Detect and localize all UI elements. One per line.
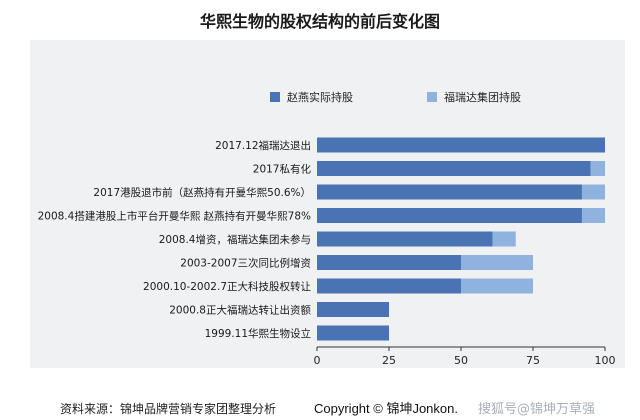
bar-s0-row5 <box>317 255 461 270</box>
bar-s0-row0 <box>317 137 605 153</box>
bar-s1-row6 <box>461 278 533 294</box>
bar-s0-row3 <box>317 208 582 223</box>
category-label-3: 2008.4搭建港股上市平台开曼华熙 赵燕持有开曼华熙78% <box>38 210 311 223</box>
category-label-8: 1999.11华熙生物设立 <box>205 327 311 340</box>
legend-swatch-1 <box>427 92 437 102</box>
category-label-5: 2003-2007三次同比例增资 <box>180 257 311 270</box>
bar-s1-row1 <box>590 161 605 176</box>
bar-s0-row8 <box>317 325 389 341</box>
category-label-4: 2008.4增资，福瑞达集团未参与 <box>159 233 311 246</box>
bar-s1-row4 <box>492 231 516 247</box>
bar-s0-row4 <box>317 231 493 247</box>
bar-s0-row2 <box>317 184 582 200</box>
bar-s1-row2 <box>581 184 605 200</box>
x-tick-label-3: 75 <box>526 354 540 367</box>
bar-s0-row1 <box>317 161 591 176</box>
chart-title: 华熙生物的股权结构的前后变化图 <box>199 12 440 31</box>
copyright-note: Copyright © 锦坤Jonkon. <box>314 401 458 416</box>
x-tick-label-0: 0 <box>314 354 321 367</box>
bar-s0-row6 <box>317 278 461 294</box>
bar-s0-row7 <box>317 302 389 317</box>
category-label-0: 2017.12福瑞达退出 <box>215 139 311 152</box>
x-tick-label-1: 25 <box>382 354 396 367</box>
source-note: 资料来源：锦坤品牌营销专家团整理分析 <box>60 402 277 416</box>
legend-label-1: 福瑞达集团持股 <box>444 90 521 104</box>
bar-s1-row3 <box>581 208 605 223</box>
chart-panel: 赵燕实际持股 福瑞达集团持股 2017.12福瑞达退出 2017私有化 2017港股退市… <box>30 40 625 368</box>
category-label-2: 2017港股退市前（赵燕持有开曼华熙50.6%） <box>93 186 311 199</box>
category-label-1: 2017私有化 <box>253 163 312 176</box>
x-tick-label-2: 50 <box>454 354 468 367</box>
category-label-6: 2000.10-2002.7正大科技股权转让 <box>143 280 311 293</box>
legend-label-0: 赵燕实际持股 <box>287 90 353 104</box>
bar-s1-row5 <box>461 255 533 270</box>
x-tick-label-4: 100 <box>595 354 616 367</box>
category-label-7: 2000.8正大福瑞达转让出资额 <box>169 304 311 317</box>
legend-swatch-0 <box>270 92 280 102</box>
watermark: 搜狐号@锦坤万草强 <box>478 402 596 417</box>
chart-svg: 赵燕实际持股 福瑞达集团持股 2017.12福瑞达退出 2017私有化 2017港股退市… <box>38 90 616 367</box>
